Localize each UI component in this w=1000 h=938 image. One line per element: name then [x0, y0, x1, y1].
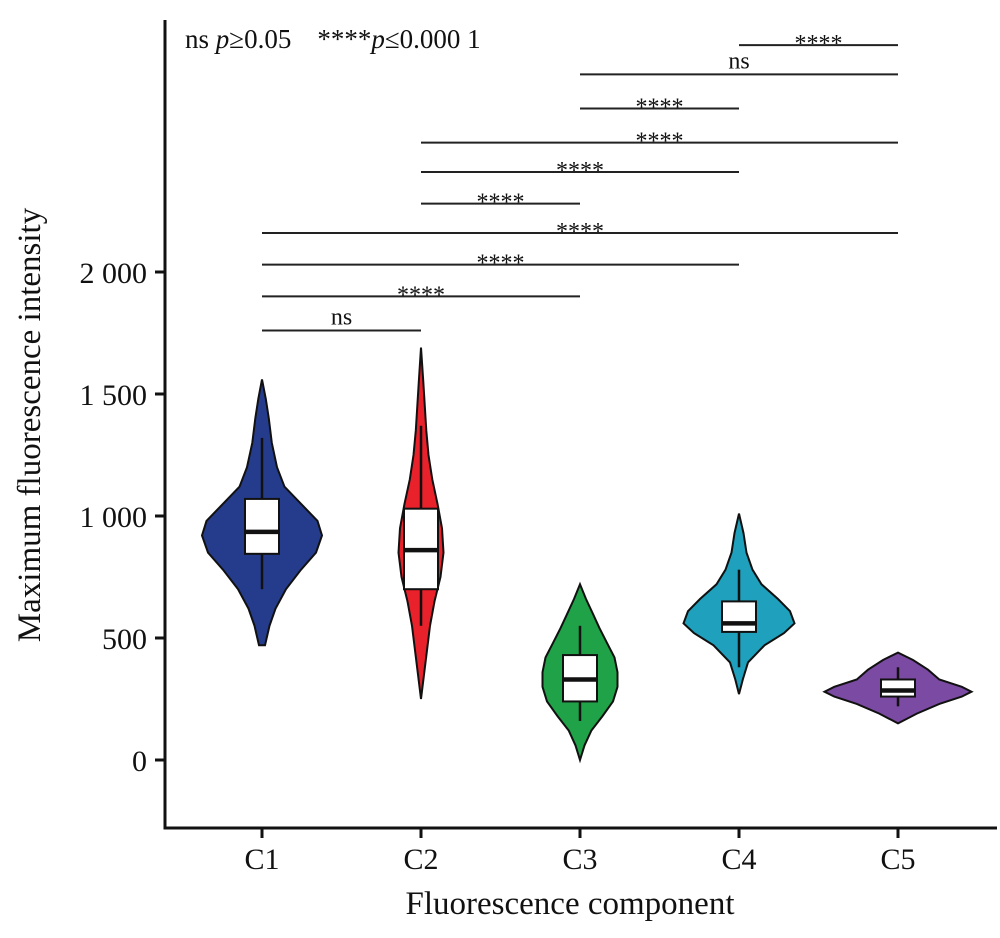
- box-c5: [880, 678, 916, 698]
- legend-ns-p: p: [214, 24, 230, 54]
- sig-label-c2-c3: ****: [477, 190, 525, 216]
- significance-legend: ns p≥0.05 ****p≤0.000 1: [185, 24, 481, 54]
- violin-group-c2: [397, 347, 445, 700]
- legend-sig-rest: ≤0.000 1: [385, 24, 481, 54]
- sig-label-c3-c4: ****: [636, 95, 684, 121]
- sig-label-c2-c4: ****: [556, 158, 604, 184]
- legend-ns-rest: ≥0.05: [229, 24, 291, 54]
- violin-group-c1: [200, 379, 324, 647]
- y-tick-label: 0: [132, 745, 147, 778]
- x-tick-label-c3: C3: [562, 843, 597, 876]
- sig-label-c4-c5: ****: [795, 31, 843, 57]
- sig-label-c3-c5: ns: [728, 48, 749, 74]
- legend-note: ns p≥0.05 ****p≤0.000 1: [185, 24, 481, 54]
- legend-sig-prefix: ****: [317, 24, 371, 54]
- sig-label-c1-c4: ****: [477, 251, 525, 277]
- violin-group-c4: [682, 513, 796, 695]
- x-axis-title: Fluorescence component: [406, 886, 735, 922]
- x-tick-label-c5: C5: [880, 843, 915, 876]
- axes: 0 500 1 000 1 500 2 000 C1 C2 C3 C4 C5: [80, 20, 997, 876]
- legend-ns-prefix: ns: [185, 24, 216, 54]
- legend-sig-p: p: [369, 24, 385, 54]
- x-tick-label-c2: C2: [403, 843, 438, 876]
- y-axis-title: Maximum fluorescence intensity: [12, 207, 48, 642]
- x-tick-label-c4: C4: [721, 843, 756, 876]
- y-tick-label: 1 000: [80, 501, 148, 534]
- violin-group-c5: [822, 651, 974, 725]
- plot-area: [200, 347, 974, 764]
- y-tick-label: 2 000: [80, 257, 148, 290]
- x-tick-label-c1: C1: [244, 843, 279, 876]
- y-tick-label: 1 500: [80, 379, 148, 412]
- sig-label-c1-c5: ****: [556, 219, 604, 245]
- violin-group-c3: [541, 581, 619, 764]
- sig-label-c2-c5: ****: [636, 129, 684, 155]
- sig-label-c1-c3: ****: [397, 282, 445, 308]
- box-c1: [244, 497, 280, 555]
- box-c4: [721, 600, 757, 633]
- sig-label-c1-c2: ns: [331, 305, 352, 331]
- y-tick-label: 500: [102, 623, 147, 656]
- significance-brackets: **** ns **** **** **** **** **** **** **** ns: [262, 31, 898, 332]
